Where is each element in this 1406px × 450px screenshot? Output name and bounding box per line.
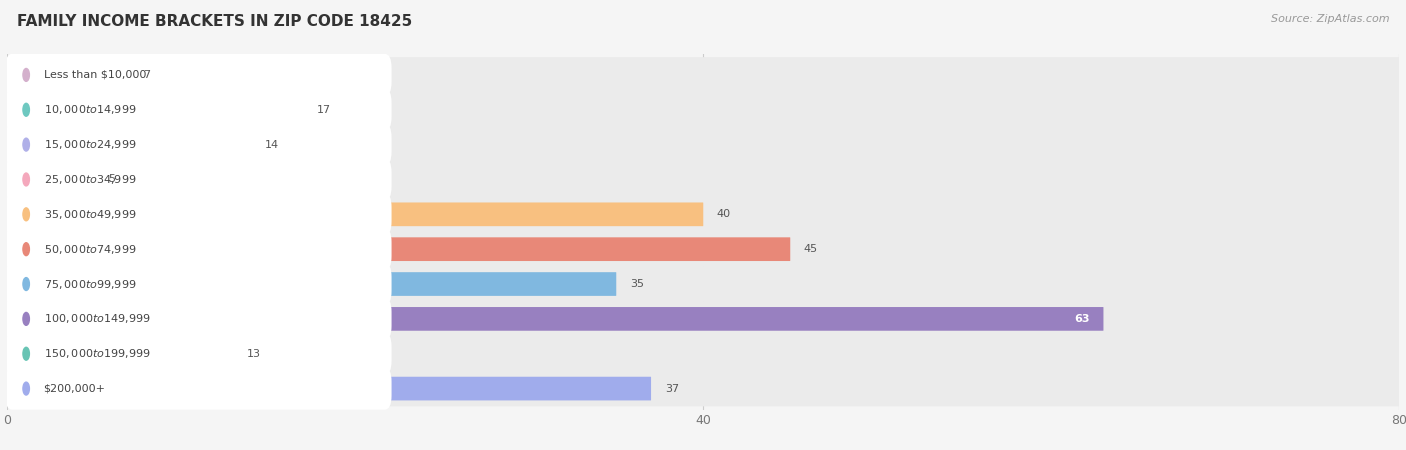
Text: 35: 35	[630, 279, 644, 289]
FancyBboxPatch shape	[6, 124, 391, 166]
FancyBboxPatch shape	[7, 98, 304, 122]
FancyBboxPatch shape	[6, 368, 391, 410]
Text: $25,000 to $34,999: $25,000 to $34,999	[44, 173, 136, 186]
Text: $15,000 to $24,999: $15,000 to $24,999	[44, 138, 136, 151]
Text: 5: 5	[108, 175, 115, 184]
FancyBboxPatch shape	[7, 162, 1399, 197]
Text: 45: 45	[804, 244, 818, 254]
Circle shape	[22, 243, 30, 256]
Circle shape	[22, 68, 30, 81]
Text: $200,000+: $200,000+	[44, 383, 105, 394]
FancyBboxPatch shape	[7, 336, 1399, 372]
Circle shape	[22, 312, 30, 325]
FancyBboxPatch shape	[7, 133, 250, 157]
Circle shape	[22, 278, 30, 291]
Text: $35,000 to $49,999: $35,000 to $49,999	[44, 208, 136, 221]
FancyBboxPatch shape	[6, 228, 391, 270]
FancyBboxPatch shape	[6, 263, 391, 305]
Text: $50,000 to $74,999: $50,000 to $74,999	[44, 243, 136, 256]
Text: 7: 7	[143, 70, 150, 80]
Text: Less than $10,000: Less than $10,000	[44, 70, 146, 80]
Text: $10,000 to $14,999: $10,000 to $14,999	[44, 103, 136, 116]
FancyBboxPatch shape	[7, 197, 1399, 232]
FancyBboxPatch shape	[7, 371, 1399, 406]
FancyBboxPatch shape	[6, 193, 391, 235]
FancyBboxPatch shape	[6, 89, 391, 131]
FancyBboxPatch shape	[6, 298, 391, 340]
FancyBboxPatch shape	[6, 333, 391, 375]
FancyBboxPatch shape	[7, 127, 1399, 162]
FancyBboxPatch shape	[7, 92, 1399, 127]
Text: Source: ZipAtlas.com: Source: ZipAtlas.com	[1271, 14, 1389, 23]
FancyBboxPatch shape	[7, 342, 233, 365]
Text: 14: 14	[264, 140, 278, 149]
Circle shape	[22, 138, 30, 151]
FancyBboxPatch shape	[7, 57, 1399, 93]
Circle shape	[22, 208, 30, 221]
FancyBboxPatch shape	[7, 231, 1399, 267]
FancyBboxPatch shape	[7, 167, 94, 191]
FancyBboxPatch shape	[7, 301, 1399, 337]
FancyBboxPatch shape	[7, 266, 1399, 302]
Text: 63: 63	[1074, 314, 1090, 324]
FancyBboxPatch shape	[7, 377, 651, 400]
Text: FAMILY INCOME BRACKETS IN ZIP CODE 18425: FAMILY INCOME BRACKETS IN ZIP CODE 18425	[17, 14, 412, 28]
Text: $75,000 to $99,999: $75,000 to $99,999	[44, 278, 136, 291]
Circle shape	[22, 347, 30, 360]
Text: 40: 40	[717, 209, 731, 219]
Text: 17: 17	[316, 105, 330, 115]
Circle shape	[22, 104, 30, 116]
Circle shape	[22, 382, 30, 395]
FancyBboxPatch shape	[6, 158, 391, 201]
FancyBboxPatch shape	[6, 54, 391, 96]
Text: 37: 37	[665, 383, 679, 394]
FancyBboxPatch shape	[7, 307, 1104, 331]
FancyBboxPatch shape	[7, 63, 129, 87]
Text: $100,000 to $149,999: $100,000 to $149,999	[44, 312, 150, 325]
FancyBboxPatch shape	[7, 237, 790, 261]
FancyBboxPatch shape	[7, 202, 703, 226]
Circle shape	[22, 173, 30, 186]
Text: 13: 13	[247, 349, 262, 359]
Text: $150,000 to $199,999: $150,000 to $199,999	[44, 347, 150, 360]
FancyBboxPatch shape	[7, 272, 616, 296]
